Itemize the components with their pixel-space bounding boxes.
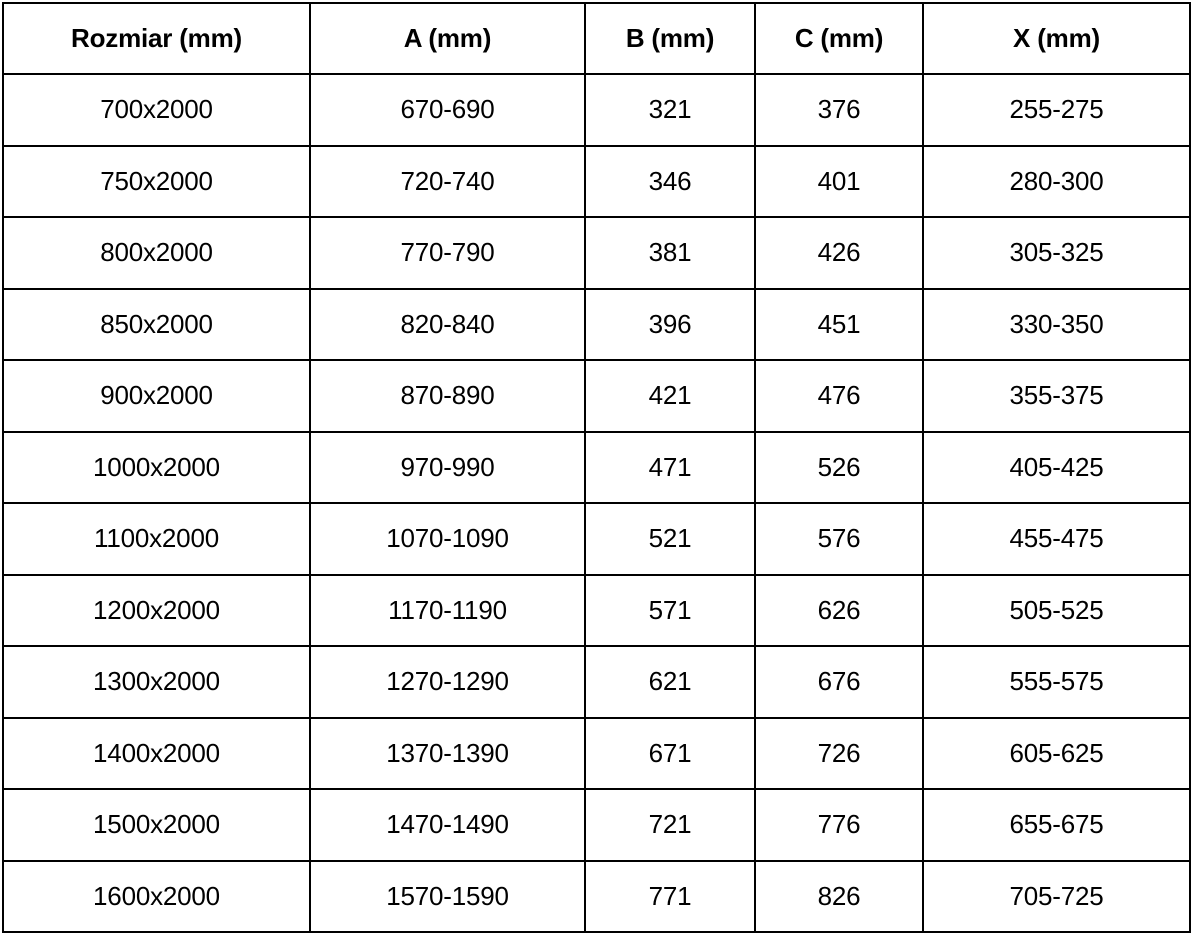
cell-x: 655-675 [922, 788, 1191, 862]
table-row: 800x2000 770-790 381 426 305-325 [2, 216, 1191, 290]
cell-size: 1400x2000 [2, 716, 311, 790]
cell-x: 355-375 [922, 359, 1191, 433]
table-row: 750x2000 720-740 346 401 280-300 [2, 144, 1191, 218]
cell-c: 776 [754, 788, 924, 862]
cell-size: 1600x2000 [2, 859, 311, 933]
cell-a: 970-990 [309, 430, 586, 504]
column-header-b: B (mm) [584, 2, 756, 75]
table-row: 1100x2000 1070-1090 521 576 455-475 [2, 502, 1191, 576]
cell-c: 826 [754, 859, 924, 933]
table-row: 1200x2000 1170-1190 571 626 505-525 [2, 573, 1191, 647]
table-row: 1600x2000 1570-1590 771 826 705-725 [2, 859, 1191, 933]
cell-x: 455-475 [922, 502, 1191, 576]
cell-x: 605-625 [922, 716, 1191, 790]
cell-size: 1200x2000 [2, 573, 311, 647]
column-header-a: A (mm) [309, 2, 586, 75]
cell-size: 1000x2000 [2, 430, 311, 504]
cell-b: 471 [584, 430, 756, 504]
cell-b: 771 [584, 859, 756, 933]
cell-a: 1070-1090 [309, 502, 586, 576]
cell-x: 280-300 [922, 144, 1191, 218]
cell-b: 671 [584, 716, 756, 790]
cell-a: 1470-1490 [309, 788, 586, 862]
cell-a: 1370-1390 [309, 716, 586, 790]
cell-b: 381 [584, 216, 756, 290]
cell-a: 870-890 [309, 359, 586, 433]
cell-a: 1270-1290 [309, 645, 586, 719]
table-row: 900x2000 870-890 421 476 355-375 [2, 359, 1191, 433]
cell-c: 376 [754, 73, 924, 147]
cell-b: 521 [584, 502, 756, 576]
cell-size: 1100x2000 [2, 502, 311, 576]
cell-c: 476 [754, 359, 924, 433]
cell-size: 850x2000 [2, 287, 311, 361]
table-row: 700x2000 670-690 321 376 255-275 [2, 73, 1191, 147]
cell-x: 305-325 [922, 216, 1191, 290]
column-header-x: X (mm) [922, 2, 1191, 75]
cell-c: 676 [754, 645, 924, 719]
cell-size: 700x2000 [2, 73, 311, 147]
cell-b: 571 [584, 573, 756, 647]
cell-c: 426 [754, 216, 924, 290]
cell-a: 1570-1590 [309, 859, 586, 933]
cell-c: 401 [754, 144, 924, 218]
cell-c: 726 [754, 716, 924, 790]
cell-a: 670-690 [309, 73, 586, 147]
cell-b: 321 [584, 73, 756, 147]
cell-x: 555-575 [922, 645, 1191, 719]
table-header: Rozmiar (mm) A (mm) B (mm) C (mm) X (mm) [2, 2, 1191, 75]
cell-size: 750x2000 [2, 144, 311, 218]
column-header-c: C (mm) [754, 2, 924, 75]
cell-x: 405-425 [922, 430, 1191, 504]
cell-size: 900x2000 [2, 359, 311, 433]
cell-size: 800x2000 [2, 216, 311, 290]
cell-b: 346 [584, 144, 756, 218]
cell-a: 1170-1190 [309, 573, 586, 647]
table-body: 700x2000 670-690 321 376 255-275 750x2000 720-… [2, 73, 1191, 933]
cell-b: 421 [584, 359, 756, 433]
cell-x: 705-725 [922, 859, 1191, 933]
cell-a: 770-790 [309, 216, 586, 290]
cell-size: 1500x2000 [2, 788, 311, 862]
cell-x: 255-275 [922, 73, 1191, 147]
cell-c: 576 [754, 502, 924, 576]
cell-x: 330-350 [922, 287, 1191, 361]
cell-b: 621 [584, 645, 756, 719]
cell-b: 396 [584, 287, 756, 361]
table-row: 1000x2000 970-990 471 526 405-425 [2, 430, 1191, 504]
cell-c: 451 [754, 287, 924, 361]
column-header-size: Rozmiar (mm) [2, 2, 311, 75]
table-row: 1300x2000 1270-1290 621 676 555-575 [2, 645, 1191, 719]
cell-a: 820-840 [309, 287, 586, 361]
table-row: 1400x2000 1370-1390 671 726 605-625 [2, 716, 1191, 790]
cell-a: 720-740 [309, 144, 586, 218]
cell-c: 626 [754, 573, 924, 647]
table-row: 850x2000 820-840 396 451 330-350 [2, 287, 1191, 361]
table-header-row: Rozmiar (mm) A (mm) B (mm) C (mm) X (mm) [2, 2, 1191, 75]
table-row: 1500x2000 1470-1490 721 776 655-675 [2, 788, 1191, 862]
cell-b: 721 [584, 788, 756, 862]
cell-x: 505-525 [922, 573, 1191, 647]
cell-c: 526 [754, 430, 924, 504]
cell-size: 1300x2000 [2, 645, 311, 719]
